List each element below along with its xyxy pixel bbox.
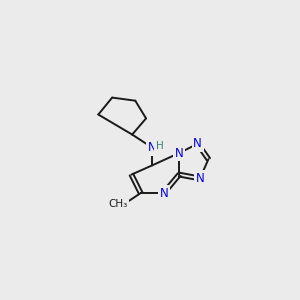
Text: N: N — [175, 146, 184, 160]
Text: N: N — [193, 137, 202, 150]
Text: CH₃: CH₃ — [109, 199, 128, 209]
Text: N: N — [196, 172, 204, 185]
Text: H: H — [156, 141, 164, 151]
Text: N: N — [159, 187, 168, 200]
Text: N: N — [148, 141, 157, 154]
